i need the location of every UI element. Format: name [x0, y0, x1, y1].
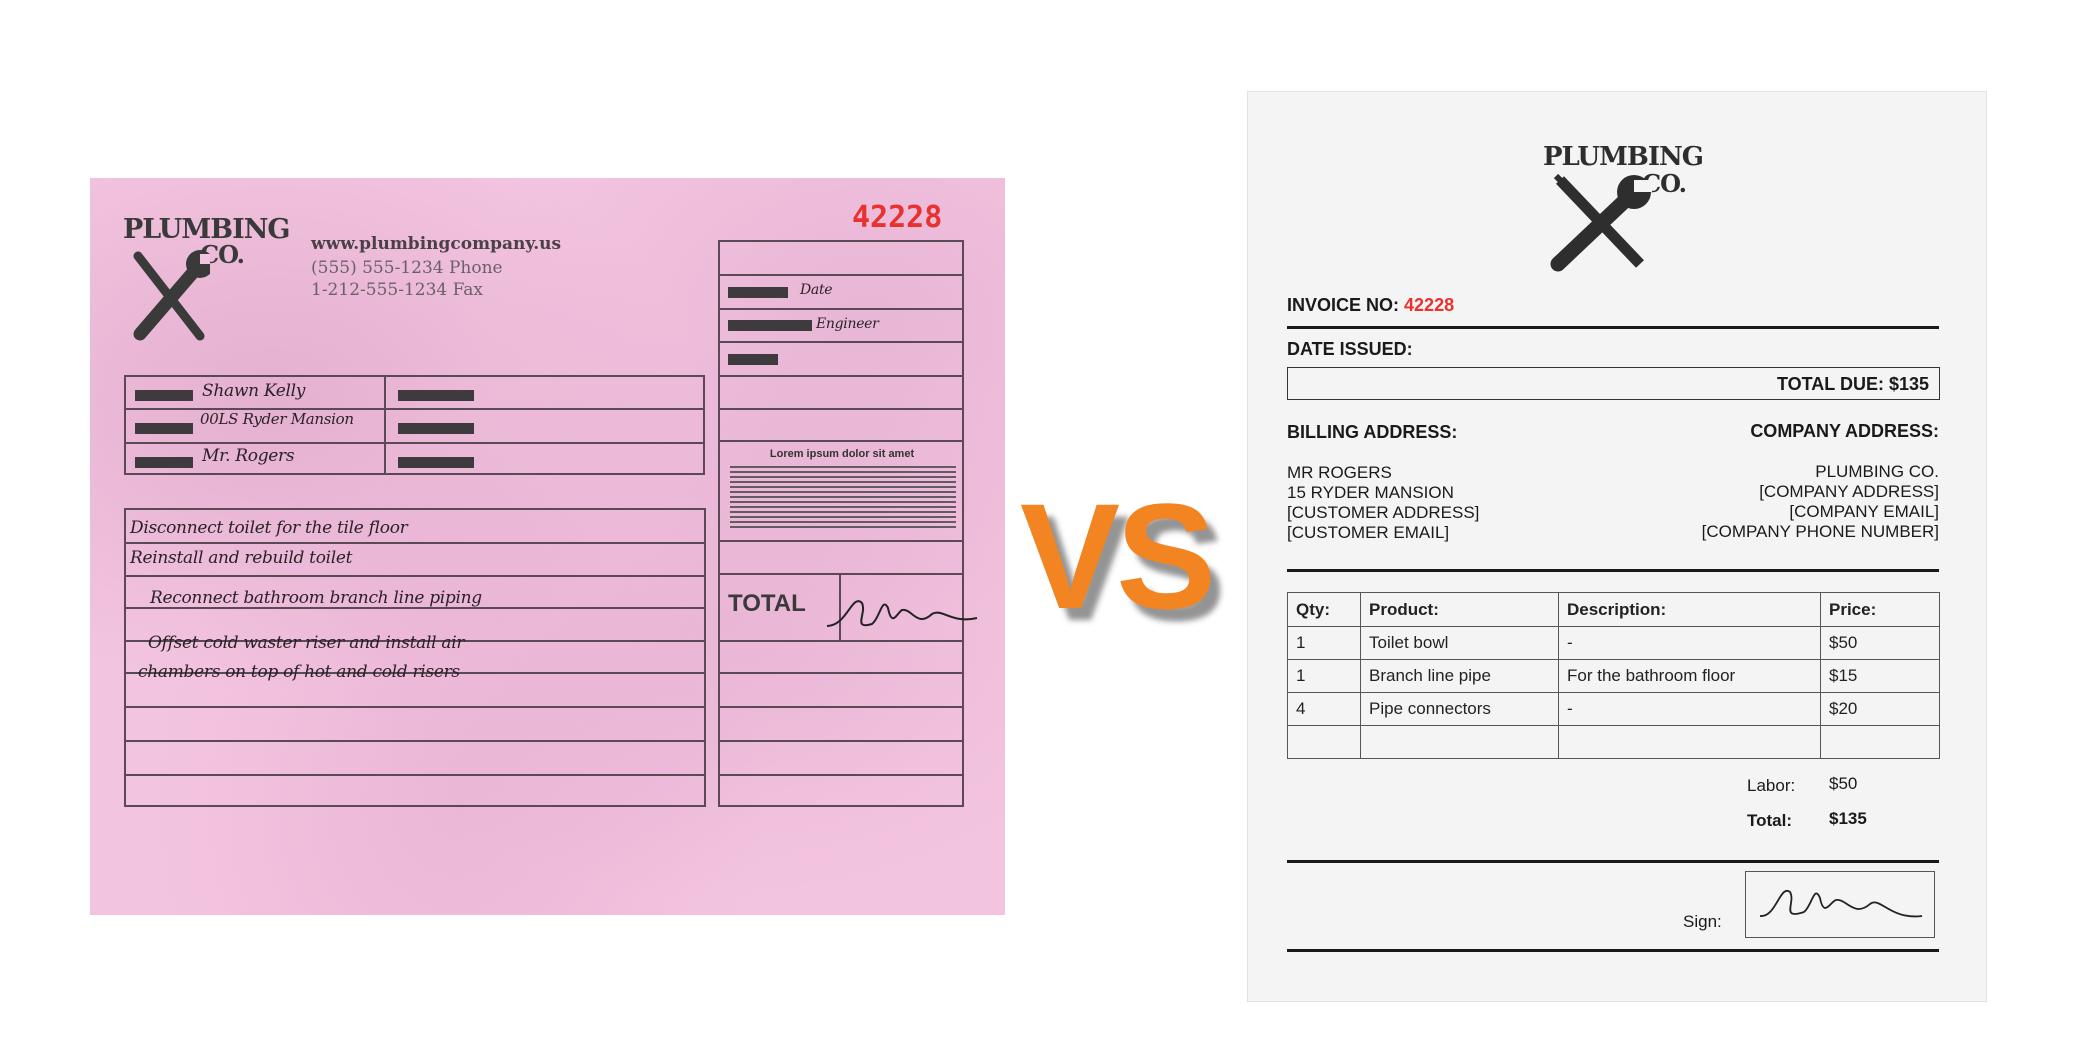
vs-label: VS	[1020, 472, 1216, 640]
total-label: Total:	[1747, 811, 1793, 830]
labor-value: $50	[1829, 774, 1858, 793]
customer-contact: Mr. Rogers	[202, 446, 295, 466]
signature-box	[1745, 871, 1935, 938]
phone: (555) 555-1234 Phone	[311, 258, 503, 278]
work-line: Reconnect bathroom branch line piping	[150, 588, 482, 608]
customer-table	[124, 375, 705, 475]
header-qty: Qty:	[1287, 592, 1361, 627]
handwritten-invoice: PLUMBING CO. www.plumbingcompany.us (555…	[90, 178, 1005, 915]
logo-text: PLUMBING	[123, 214, 290, 245]
customer-name: Shawn Kelly	[202, 381, 306, 401]
cell-product: Toilet bowl	[1360, 626, 1559, 660]
signature	[826, 600, 978, 627]
work-line: Reinstall and rebuild toilet	[130, 548, 353, 568]
work-line: Disconnect toilet for the tile floor	[130, 518, 408, 538]
company-address: PLUMBING CO. [COMPANY ADDRESS] [COMPANY …	[1702, 462, 1939, 542]
divider	[1287, 326, 1939, 329]
terms-title: Lorem ipsum dolor sit amet	[769, 448, 915, 460]
cell-price: $20	[1820, 692, 1940, 726]
billing-address: MR ROGERS 15 RYDER MANSION [CUSTOMER ADD…	[1287, 463, 1479, 543]
sign-label: Sign:	[1683, 912, 1722, 931]
company-line: [COMPANY EMAIL]	[1789, 502, 1939, 521]
items-table: Qty: Product: Description: Price: 1 Toile…	[1287, 592, 1940, 759]
date-field: Date	[800, 282, 833, 298]
website: www.plumbingcompany.us	[311, 234, 562, 254]
cell-qty: 1	[1287, 626, 1361, 660]
cell-description: For the bathroom floor	[1558, 659, 1821, 693]
wrench-screwdriver-icon	[133, 250, 210, 341]
divider	[1287, 569, 1939, 572]
cell-qty: 1	[1287, 659, 1361, 693]
cell-product: Branch line pipe	[1360, 659, 1559, 693]
table-row	[1287, 725, 1940, 759]
total-label: TOTAL	[728, 590, 806, 617]
header-description: Description:	[1558, 592, 1821, 627]
company-line: PLUMBING CO.	[1815, 462, 1939, 481]
company-address-label: COMPANY ADDRESS:	[1750, 421, 1939, 441]
invoice-no: 42228	[1404, 295, 1455, 315]
cell-price: $50	[1820, 626, 1940, 660]
redacted-bar	[728, 354, 778, 365]
table-row: 1 Branch line pipe For the bathroom floor $…	[1287, 659, 1940, 693]
billing-line: [CUSTOMER ADDRESS]	[1287, 503, 1480, 522]
redacted-bar	[728, 320, 812, 331]
total-due-box	[1287, 367, 1940, 400]
invoice-no-label-text: INVOICE NO:	[1287, 295, 1400, 315]
invoice-no-label: INVOICE NO: 42228	[1287, 295, 1454, 316]
info-column	[718, 240, 964, 807]
total-due: TOTAL DUE: $135	[1776, 374, 1929, 394]
divider	[1287, 949, 1939, 952]
engineer-field: Engineer	[816, 316, 879, 332]
cell-product	[1360, 725, 1559, 759]
cell-description: -	[1558, 692, 1821, 726]
cell-description: -	[1558, 626, 1821, 660]
work-line: Offset cold waster riser and install air	[148, 633, 465, 653]
work-table	[124, 508, 706, 807]
billing-line: [CUSTOMER EMAIL]	[1287, 523, 1450, 542]
company-line: [COMPANY PHONE NUMBER]	[1701, 522, 1939, 541]
customer-address: 00LS Ryder Mansion	[200, 410, 354, 428]
wrench-screwdriver-icon	[1550, 173, 1652, 272]
billing-line: 15 RYDER MANSION	[1287, 483, 1454, 502]
header-product: Product:	[1360, 592, 1559, 627]
invoice-number: 42228	[852, 200, 943, 235]
date-issued-label: DATE ISSUED:	[1287, 339, 1413, 359]
table-header-row: Qty: Product: Description: Price:	[1287, 592, 1940, 627]
header-price: Price:	[1820, 592, 1940, 627]
cell-qty	[1287, 725, 1361, 759]
work-line: chambers on top of hot and cold risers	[138, 662, 460, 682]
table-row: 1 Toilet bowl - $50	[1287, 626, 1940, 660]
company-line: [COMPANY ADDRESS]	[1759, 482, 1939, 501]
redacted-bar	[728, 287, 788, 298]
cell-price	[1820, 725, 1940, 759]
fax: 1-212-555-1234 Fax	[311, 280, 483, 300]
terms-fine-print	[730, 466, 956, 530]
table-row: 4 Pipe connectors - $20	[1287, 692, 1940, 726]
cell-price: $15	[1820, 659, 1940, 693]
cell-qty: 4	[1287, 692, 1361, 726]
logo-text: PLUMBING	[1543, 142, 1704, 172]
digital-invoice: PLUMBING CO. INVOICE NO: 42228 DATE ISSU…	[1247, 91, 1987, 1002]
billing-line: MR ROGERS	[1287, 463, 1392, 482]
cell-description	[1558, 725, 1821, 759]
labor-label: Labor:	[1747, 776, 1796, 795]
divider	[1287, 860, 1939, 863]
cell-product: Pipe connectors	[1360, 692, 1559, 726]
billing-address-label: BILLING ADDRESS:	[1287, 422, 1458, 442]
signature	[1759, 889, 1923, 918]
total-value: $135	[1829, 809, 1867, 828]
